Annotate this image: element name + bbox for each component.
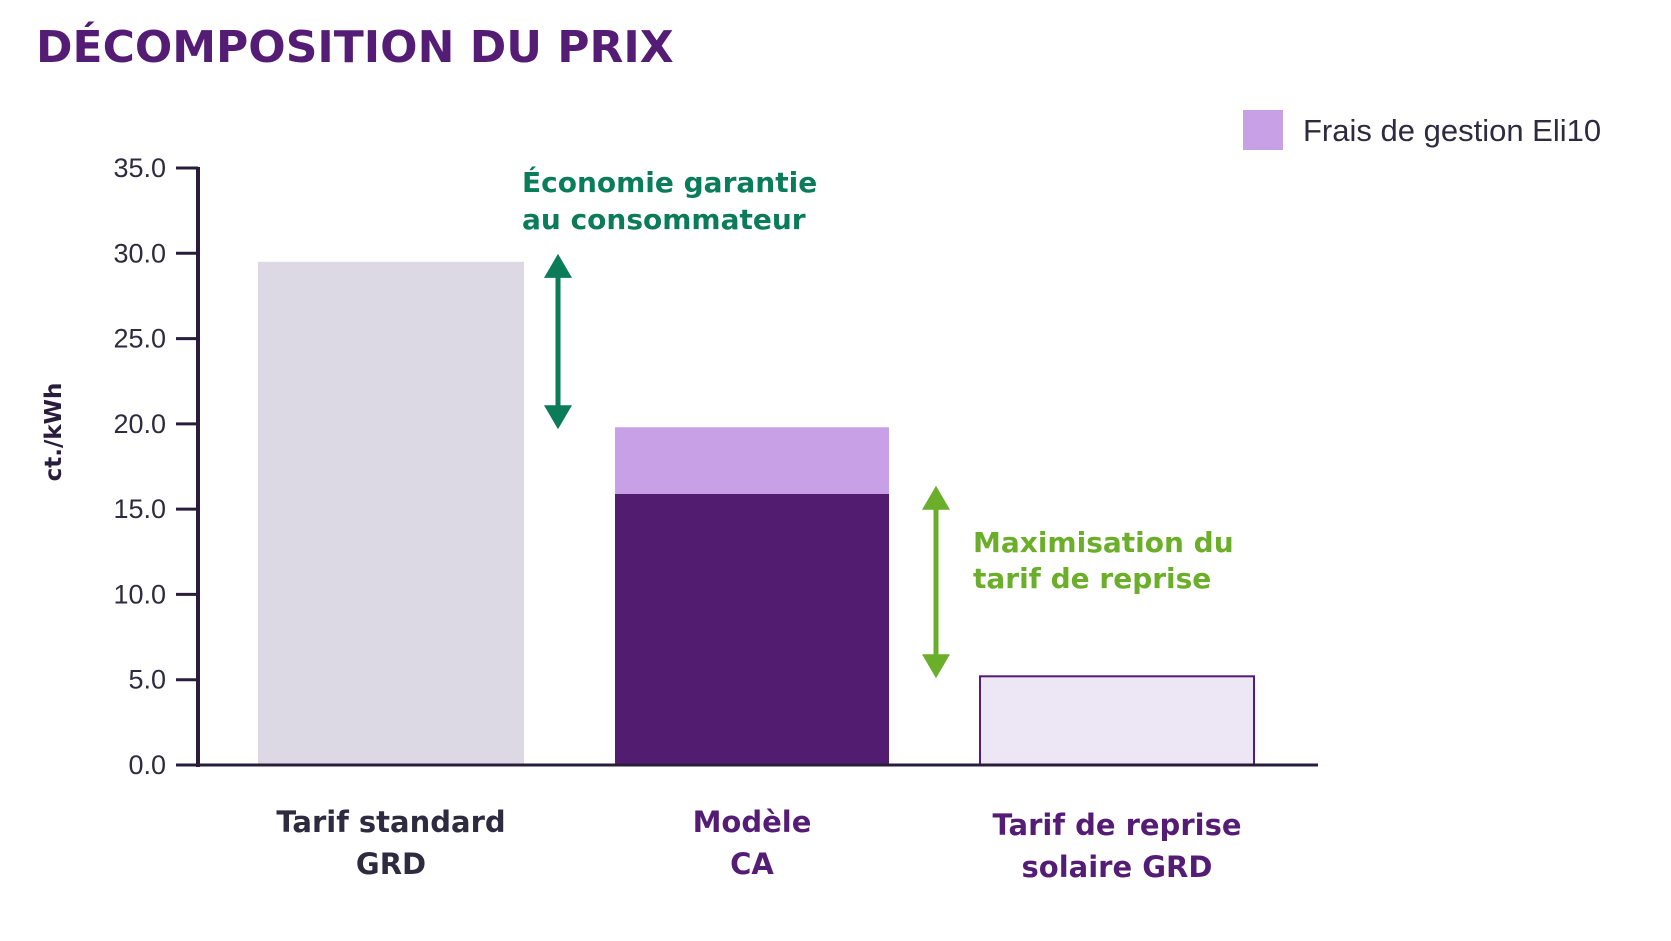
x-axis: Tarif standard GRD Modèle CA Tarif de repris… bbox=[178, 763, 1318, 884]
y-tick-label: 15.0 bbox=[113, 494, 166, 524]
annotation-label: au consommateur bbox=[522, 203, 806, 236]
y-tick-label: 35.0 bbox=[113, 153, 166, 183]
bar-segment bbox=[615, 493, 889, 765]
annotation-arrowhead-up bbox=[544, 253, 572, 278]
bars bbox=[258, 261, 1255, 766]
y-tick-label: 20.0 bbox=[113, 409, 166, 439]
category-label: solaire GRD bbox=[1022, 850, 1213, 884]
category-label: CA bbox=[730, 847, 774, 881]
annotation-arrowhead-down bbox=[922, 654, 950, 679]
y-tick-label: 5.0 bbox=[128, 665, 166, 695]
category-label: GRD bbox=[356, 847, 426, 881]
y-tick-label: 10.0 bbox=[113, 579, 166, 609]
y-tick-label: 25.0 bbox=[113, 324, 166, 354]
y-axis-label: ct./kWh bbox=[41, 383, 67, 482]
annotations: Économie garantie au consommateur Maximisa… bbox=[522, 165, 1234, 679]
legend: Frais de gestion Eli10 bbox=[1243, 110, 1601, 150]
annotation-arrowhead-up bbox=[922, 485, 950, 510]
chart-title: DÉCOMPOSITION DU PRIX bbox=[36, 20, 674, 73]
y-axis: 0.0 5.0 10.0 15.0 20.0 25.0 30.0 35.0 bbox=[113, 153, 200, 780]
annotation-label: tarif de reprise bbox=[973, 562, 1211, 595]
bar-segment bbox=[979, 675, 1255, 766]
annotation-label: Économie garantie bbox=[522, 165, 817, 199]
category-label: Tarif de reprise bbox=[993, 808, 1242, 842]
bar-segment bbox=[615, 427, 889, 494]
y-tick-label: 30.0 bbox=[113, 238, 166, 268]
category-label: Modèle bbox=[693, 805, 812, 839]
bar-segment bbox=[258, 261, 524, 765]
annotation-label: Maximisation du bbox=[973, 526, 1234, 559]
y-tick-label: 0.0 bbox=[128, 750, 166, 780]
legend-label: Frais de gestion Eli10 bbox=[1303, 113, 1601, 148]
category-label: Tarif standard bbox=[276, 805, 505, 839]
annotation-arrowhead-down bbox=[544, 405, 572, 430]
legend-swatch bbox=[1243, 110, 1283, 150]
